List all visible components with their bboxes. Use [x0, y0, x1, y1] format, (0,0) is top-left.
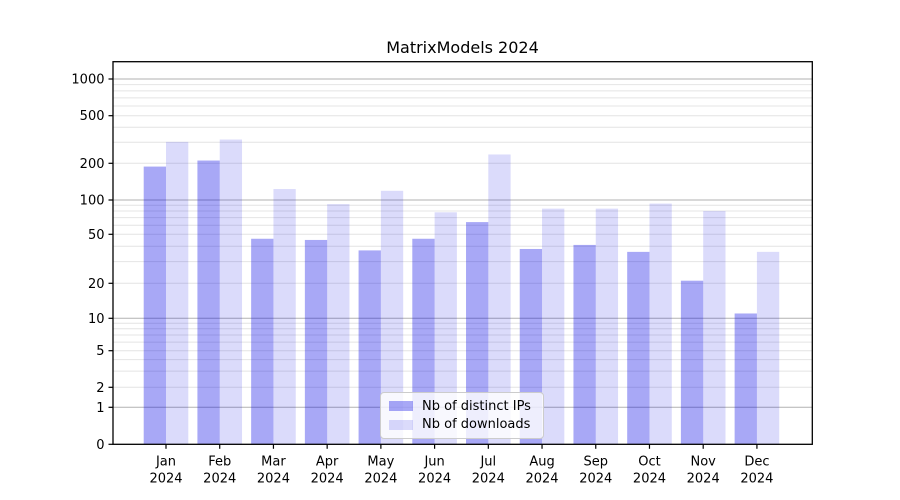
bar-downloads-jun	[434, 212, 457, 445]
legend-label-downloads: Nb of downloads	[422, 417, 531, 433]
y-tick-label: 5	[96, 344, 104, 359]
x-tick-label-month: Nov	[691, 454, 717, 469]
y-tick-label: 1000	[71, 73, 104, 88]
x-tick-label-month: Feb	[208, 454, 231, 469]
bar-downloads-sep	[595, 208, 619, 445]
bar-downloads-feb	[219, 139, 243, 445]
bar-downloads-mar	[273, 189, 296, 445]
legend-label-distinct-ips: Nb of distinct IPs	[422, 398, 531, 414]
bar-distinct-ips-jan	[143, 166, 166, 445]
bar-downloads-dec	[756, 251, 780, 445]
x-tick-label-month: Apr	[316, 454, 339, 469]
legend-swatch-downloads	[389, 419, 413, 430]
x-tick-label-month: Aug	[529, 454, 554, 469]
x-tick-label-year: 2024	[418, 471, 451, 486]
bar-downloads-jan	[166, 141, 189, 445]
x-tick-label-year: 2024	[472, 471, 505, 486]
x-tick-label-month: Sep	[584, 454, 609, 469]
x-tick-label-month: Jun	[423, 454, 444, 469]
x-tick-label-month: May	[367, 454, 394, 469]
x-tick-label-month: Mar	[261, 454, 286, 469]
x-tick-label-year: 2024	[311, 471, 344, 486]
y-tick-label: 0	[96, 438, 104, 453]
bar-distinct-ips-dec	[734, 313, 757, 445]
bar-distinct-ips-feb	[197, 160, 220, 445]
bar-downloads-may	[380, 190, 404, 445]
y-tick-label: 500	[80, 109, 105, 124]
bar-downloads-oct	[649, 203, 672, 445]
bar-distinct-ips-mar	[251, 238, 274, 445]
x-tick-label-year: 2024	[203, 471, 236, 486]
bar-downloads-aug	[542, 208, 565, 445]
x-tick-label-year: 2024	[149, 471, 182, 486]
y-tick-label: 200	[80, 157, 105, 172]
x-tick-label-year: 2024	[364, 471, 397, 486]
legend-item-distinct-ips: Nb of distinct IPs	[389, 399, 535, 414]
x-tick-label-month: Jan	[155, 454, 176, 469]
y-tick-label: 1	[96, 401, 104, 416]
bar-distinct-ips-jul	[466, 222, 489, 445]
legend-swatch-distinct-ips	[389, 401, 413, 412]
bar-distinct-ips-nov	[680, 280, 704, 445]
bar-downloads-jul	[488, 154, 511, 445]
bar-distinct-ips-apr	[304, 239, 328, 445]
x-tick-label-year: 2024	[633, 471, 666, 486]
legend-item-downloads: Nb of downloads	[389, 417, 535, 432]
chart-title: MatrixModels 2024	[386, 38, 539, 57]
bar-distinct-ips-sep	[573, 244, 596, 445]
y-tick-label: 20	[88, 277, 105, 292]
y-tick-label: 100	[80, 194, 105, 209]
y-tick-label: 50	[88, 228, 105, 243]
y-tick-label: 10	[88, 312, 105, 327]
bar-downloads-apr	[327, 204, 350, 445]
x-tick-label-year: 2024	[257, 471, 290, 486]
x-tick-label-month: Oct	[638, 454, 660, 469]
x-tick-label-year: 2024	[740, 471, 773, 486]
x-tick-label-year: 2024	[525, 471, 558, 486]
plot-border	[112, 61, 813, 445]
bar-downloads-nov	[703, 211, 726, 445]
bar-distinct-ips-may	[358, 250, 381, 445]
x-tick-label-year: 2024	[579, 471, 612, 486]
bar-distinct-ips-oct	[627, 251, 650, 445]
x-tick-label-year: 2024	[687, 471, 720, 486]
legend: Nb of distinct IPs Nb of downloads	[380, 392, 544, 439]
x-tick-label-month: Jul	[479, 454, 496, 469]
y-tick-label: 2	[96, 381, 104, 396]
x-tick-label-month: Dec	[744, 454, 769, 469]
